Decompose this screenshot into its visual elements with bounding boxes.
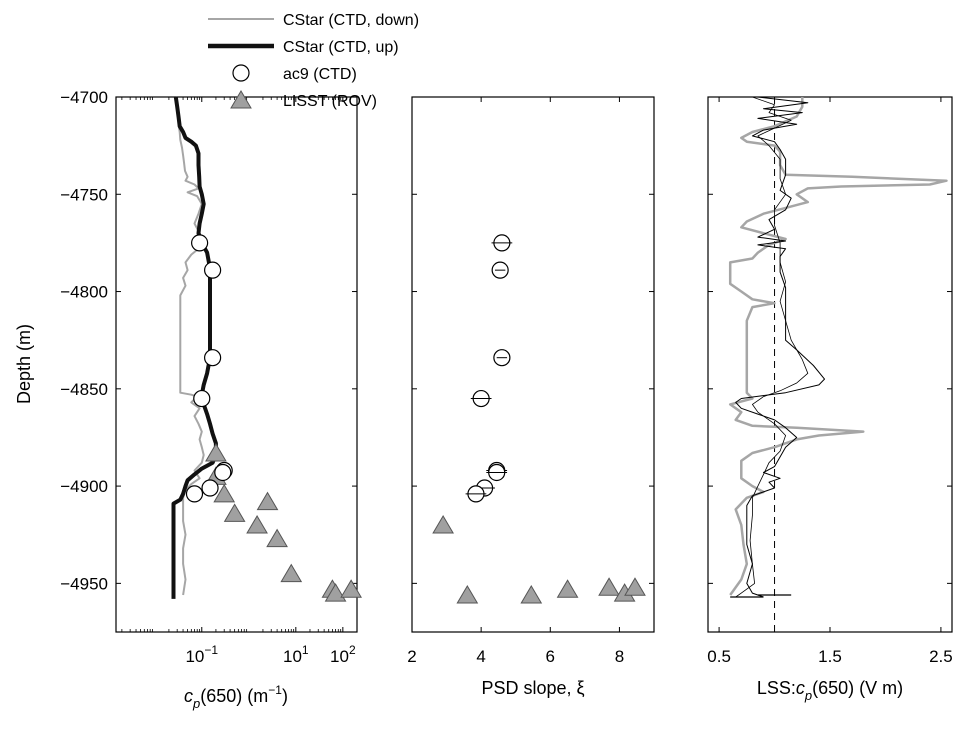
lisst-point — [324, 583, 347, 602]
x-tick-label: 10−1 — [185, 643, 218, 666]
lisst-slope-point — [520, 585, 543, 604]
lisst-point — [246, 515, 268, 534]
ac9-point — [201, 479, 219, 497]
lisst-point — [205, 443, 227, 462]
y-axis-title: Depth (m) — [14, 324, 34, 404]
cstar-up-line — [171, 96, 218, 599]
y-tick-label: −4950 — [60, 574, 108, 593]
legend-label-ac9: ac9 (CTD) — [283, 66, 357, 83]
ac9-point — [193, 389, 211, 408]
cstar-down-line — [174, 96, 205, 596]
x-tick-label: 102 — [330, 643, 356, 666]
legend-marker-ac9 — [232, 64, 250, 82]
lisst-slope-point — [556, 579, 579, 598]
lss-black-line-2 — [735, 96, 809, 598]
y-tick-label: −4850 — [60, 380, 108, 399]
x-tick-label: 8 — [615, 647, 624, 666]
ac9-point — [214, 463, 232, 482]
right-xlabel-base: c — [796, 678, 805, 698]
lisst-point — [340, 579, 362, 598]
y-tick-label: −4700 — [60, 88, 108, 107]
y-tick-label: −4750 — [60, 185, 108, 204]
left-xlabel-sup: −1 — [268, 683, 282, 697]
ac9-point — [204, 349, 222, 367]
legend-label-cstar-up: CStar (CTD, up) — [283, 39, 399, 56]
middle-plot: 2 4 6 8 — [407, 96, 654, 666]
ac9-point — [191, 234, 209, 252]
x-tick-label: 2.5 — [929, 647, 953, 666]
right-x-axis-title: LSS:cp(650) (V m) — [757, 678, 903, 703]
x-tick-label: 4 — [476, 647, 485, 666]
left-plot: −4700 −4750 −4800 −4850 −4900 −4950 10−1 101 102 — [60, 88, 362, 666]
lss-gray-line — [728, 97, 948, 596]
right-plot: 0.5 1.5 2.5 — [707, 96, 953, 666]
ac9-point — [185, 485, 204, 503]
left-xlabel-sub: p — [192, 696, 200, 711]
right-xlabel-rest: (650) (V m) — [812, 678, 903, 698]
x-tick-label: 0.5 — [707, 647, 731, 666]
right-xlabel-pre: LSS: — [757, 678, 796, 698]
x-tick-label: 6 — [546, 647, 555, 666]
ac9-point — [204, 261, 222, 279]
left-xlabel-close: ) — [282, 686, 288, 706]
lisst-point — [266, 528, 288, 548]
lisst-slope-point — [432, 515, 454, 534]
left-xlabel-base: c — [184, 686, 193, 706]
right-xlabel-sub: p — [804, 688, 812, 703]
y-tick-label: −4800 — [60, 283, 108, 302]
x-tick-label: 2 — [407, 647, 416, 666]
left-x-axis-title: cp(650) (m−1) — [184, 683, 288, 711]
middle-x-axis-title: PSD slope, ξ — [481, 678, 584, 698]
lisst-point — [256, 491, 279, 511]
lisst-slope-point — [598, 577, 620, 596]
lisst-slope-point — [624, 577, 646, 596]
legend-label-cstar-down: CStar (CTD, down) — [283, 12, 419, 29]
legend: CStar (CTD, down) CStar (CTD, up) ac9 (C… — [208, 12, 419, 110]
y-tick-label: −4900 — [60, 477, 108, 496]
lisst-slope-point — [456, 585, 479, 604]
left-xlabel-rest: (650) (m — [200, 686, 268, 706]
middle-panel-frame — [411, 96, 655, 633]
lisst-point — [280, 563, 303, 583]
legend-marker-lisst — [230, 90, 252, 109]
lisst-point — [213, 483, 236, 503]
lisst-point — [223, 503, 246, 522]
x-tick-label: 101 — [283, 643, 309, 666]
left-panel-frame — [115, 96, 358, 633]
legend-label-lisst: LISST (ROV) — [283, 93, 377, 110]
x-tick-label: 1.5 — [818, 647, 842, 666]
